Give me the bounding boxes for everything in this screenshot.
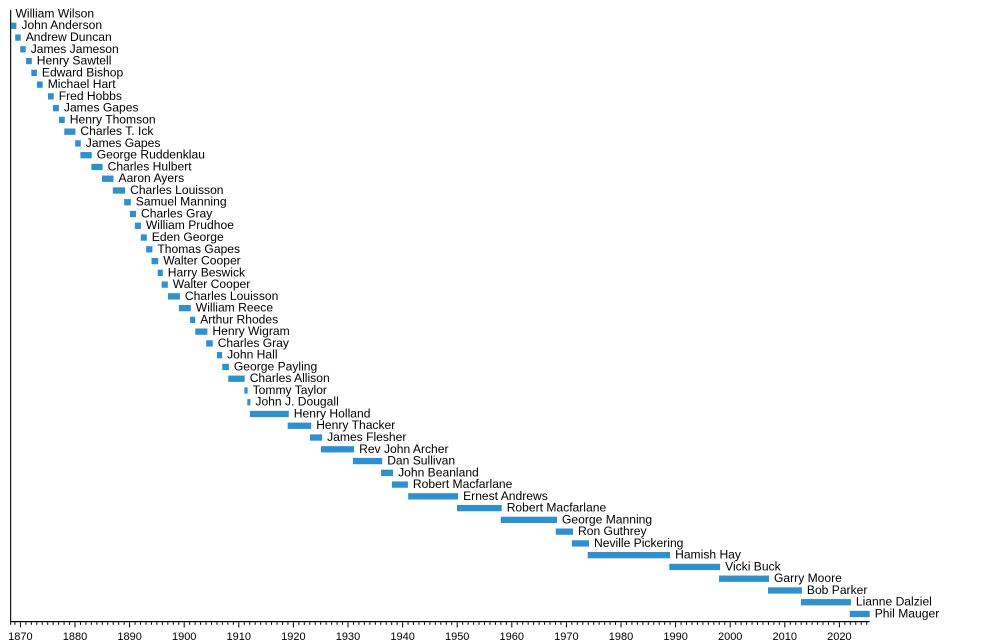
svg-text:1960: 1960 [500, 631, 524, 642]
svg-text:Edward Bishop: Edward Bishop [42, 65, 124, 79]
svg-text:Eden George: Eden George [152, 230, 224, 244]
svg-text:William Reece: William Reece [196, 301, 274, 315]
svg-text:2000: 2000 [718, 631, 742, 642]
svg-text:Neville Pickering: Neville Pickering [594, 536, 683, 550]
svg-text:Henry Thomson: Henry Thomson [70, 112, 156, 126]
svg-text:1890: 1890 [117, 631, 141, 642]
svg-text:Aaron Ayers: Aaron Ayers [119, 171, 185, 185]
svg-text:Samuel Manning: Samuel Manning [136, 195, 227, 209]
svg-text:Tommy Taylor: Tommy Taylor [253, 383, 327, 397]
svg-text:1970: 1970 [554, 631, 578, 642]
svg-text:Fred Hobbs: Fred Hobbs [59, 89, 122, 103]
svg-text:2010: 2010 [773, 631, 797, 642]
svg-text:1940: 1940 [390, 631, 414, 642]
svg-text:Henry Thacker: Henry Thacker [316, 418, 395, 432]
svg-text:1950: 1950 [445, 631, 469, 642]
svg-text:Henry Holland: Henry Holland [294, 406, 371, 420]
svg-text:Charles T. Ick: Charles T. Ick [80, 124, 154, 138]
svg-text:Charles Louisson: Charles Louisson [185, 289, 278, 303]
svg-text:George Payling: George Payling [234, 359, 317, 373]
svg-text:Charles Hulbert: Charles Hulbert [108, 159, 193, 173]
svg-text:Arthur Rhodes: Arthur Rhodes [200, 312, 278, 326]
svg-text:1870: 1870 [8, 631, 32, 642]
svg-text:Bob Parker: Bob Parker [807, 583, 868, 597]
svg-text:Ernest Andrews: Ernest Andrews [463, 489, 548, 503]
svg-text:1910: 1910 [227, 631, 251, 642]
svg-text:John Beanland: John Beanland [398, 465, 479, 479]
svg-text:Henry Wigram: Henry Wigram [212, 324, 289, 338]
svg-text:Michael Hart: Michael Hart [48, 77, 117, 91]
svg-text:2020: 2020 [827, 631, 851, 642]
svg-text:James Jameson: James Jameson [31, 42, 119, 56]
svg-text:Vicki Buck: Vicki Buck [725, 559, 782, 573]
svg-text:John Anderson: John Anderson [21, 18, 102, 32]
svg-text:Dan Sullivan: Dan Sullivan [387, 454, 455, 468]
svg-text:Walter Cooper: Walter Cooper [173, 277, 251, 291]
svg-text:James Flesher: James Flesher [327, 430, 406, 444]
svg-text:1990: 1990 [663, 631, 687, 642]
svg-text:William Prudhoe: William Prudhoe [146, 218, 234, 232]
svg-text:Harry Beswick: Harry Beswick [168, 265, 246, 279]
svg-text:Andrew Duncan: Andrew Duncan [26, 30, 112, 44]
svg-text:John Hall: John Hall [227, 348, 277, 362]
svg-text:George Manning: George Manning [562, 512, 652, 526]
svg-text:1900: 1900 [172, 631, 196, 642]
svg-text:Walter Cooper: Walter Cooper [163, 254, 241, 268]
svg-text:Charles Louisson: Charles Louisson [130, 183, 223, 197]
svg-text:Garry Moore: Garry Moore [774, 571, 842, 585]
svg-text:Rev John Archer: Rev John Archer [359, 442, 448, 456]
svg-text:William Wilson: William Wilson [16, 6, 95, 20]
svg-text:Lianne Dalziel: Lianne Dalziel [856, 595, 932, 609]
svg-text:Charles Allison: Charles Allison [250, 371, 330, 385]
svg-text:George Ruddenklau: George Ruddenklau [97, 148, 205, 162]
svg-text:Robert Macfarlane: Robert Macfarlane [413, 477, 513, 491]
svg-text:James Gapes: James Gapes [64, 101, 139, 115]
svg-text:1930: 1930 [336, 631, 360, 642]
svg-text:James Gapes: James Gapes [86, 136, 161, 150]
svg-text:John J. Dougall: John J. Dougall [255, 395, 338, 409]
svg-text:1980: 1980 [609, 631, 633, 642]
svg-text:1880: 1880 [63, 631, 87, 642]
svg-text:1920: 1920 [281, 631, 305, 642]
svg-text:Hamish Hay: Hamish Hay [675, 548, 742, 562]
svg-text:Charles Gray: Charles Gray [141, 206, 213, 220]
svg-text:Charles Gray: Charles Gray [218, 336, 290, 350]
svg-text:Henry Sawtell: Henry Sawtell [37, 54, 112, 68]
svg-text:Robert Macfarlane: Robert Macfarlane [507, 501, 607, 515]
svg-text:Phil Mauger: Phil Mauger [875, 606, 940, 620]
svg-text:Thomas Gapes: Thomas Gapes [157, 242, 240, 256]
svg-text:Ron Guthrey: Ron Guthrey [578, 524, 648, 538]
